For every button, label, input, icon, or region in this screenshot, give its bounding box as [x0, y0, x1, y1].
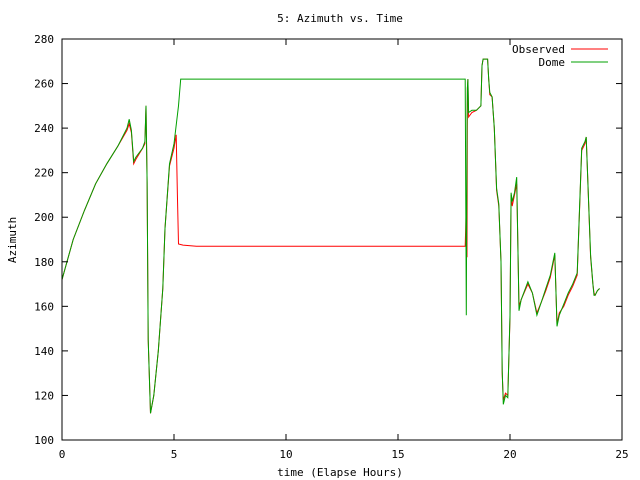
y-tick-label: 140: [34, 345, 54, 358]
y-tick-label: 280: [34, 33, 54, 46]
axes-layer: 0 5 10 15 20 25 100 120 140 160 180 200 220 240 260 280: [34, 33, 629, 461]
x-tick-label: 20: [503, 448, 516, 461]
legend-label-dome: Dome: [539, 56, 566, 69]
y-tick-label: 200: [34, 211, 54, 224]
x-axis-label: time (Elapse Hours): [277, 466, 403, 479]
y-axis-label: Azimuth: [6, 217, 19, 263]
y-tick-label: 220: [34, 167, 54, 180]
x-tick-label: 5: [171, 448, 178, 461]
y-tick-label: 260: [34, 78, 54, 91]
x-tick-label: 25: [615, 448, 628, 461]
series-line-dome: [61, 58, 600, 414]
plot-frame: [61, 38, 623, 441]
x-tick-label: 0: [59, 448, 66, 461]
y-tick-label: 100: [34, 434, 54, 447]
y-tick-label: 160: [34, 300, 54, 313]
y-tick-label: 120: [34, 389, 54, 402]
y-tick-label: 180: [34, 256, 54, 269]
series-layer: [61, 58, 600, 414]
x-tick-label: 15: [391, 448, 404, 461]
x-tick-label: 10: [279, 448, 292, 461]
legend-label-observed: Observed: [512, 43, 565, 56]
chart-title: 5: Azimuth vs. Time: [277, 12, 403, 25]
y-tick-label: 240: [34, 122, 54, 135]
